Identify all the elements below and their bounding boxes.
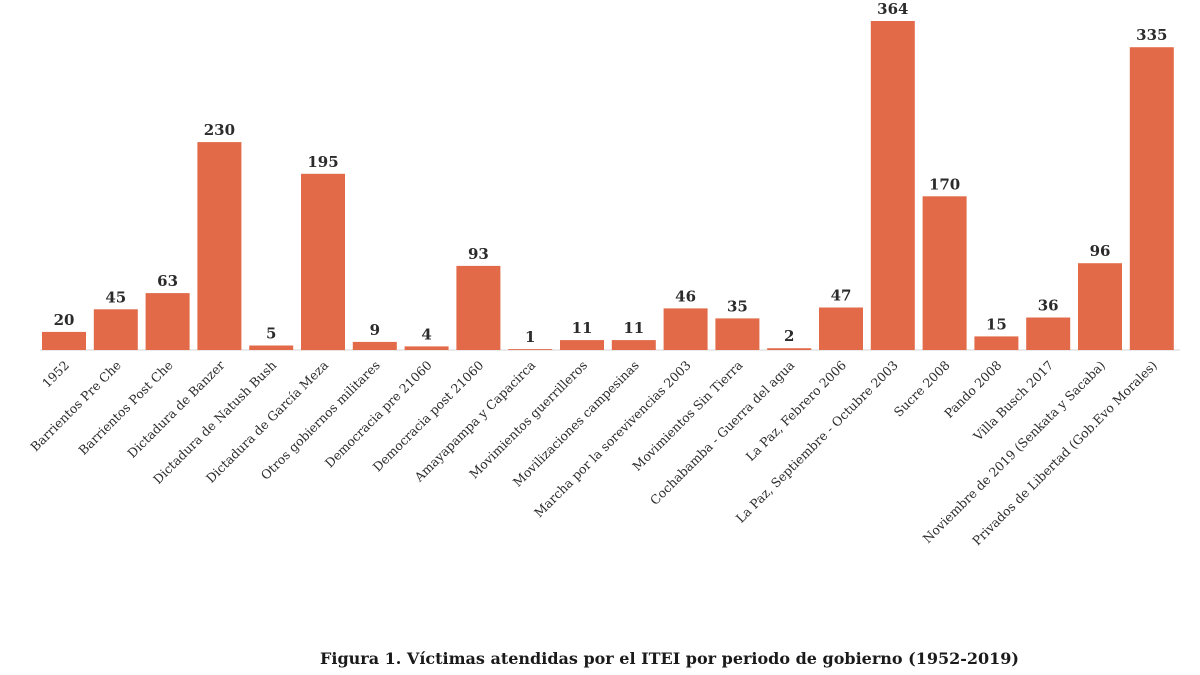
value-label: 96 xyxy=(1090,242,1111,260)
bar xyxy=(819,307,863,350)
bar xyxy=(93,309,138,350)
bar xyxy=(922,196,967,350)
bar xyxy=(663,308,708,350)
value-label: 195 xyxy=(307,153,338,171)
category-label: La Paz, Febrero 2006 xyxy=(743,357,850,464)
value-label: 2 xyxy=(784,327,794,345)
category-label: Barrientos Post Che xyxy=(75,358,175,458)
category-label: Democracia pre 21060 xyxy=(322,357,435,470)
figure-caption: Figura 1. Víctimas atendidas por el ITEI… xyxy=(320,649,1019,668)
value-label: 364 xyxy=(877,0,908,18)
bars-group xyxy=(42,21,1174,351)
bar xyxy=(1078,263,1122,350)
bar xyxy=(352,341,397,350)
bar xyxy=(974,336,1019,350)
value-label: 20 xyxy=(54,311,75,329)
category-label: Dictadura de Banzer xyxy=(124,358,227,461)
value-label: 9 xyxy=(370,321,380,339)
bar xyxy=(1026,317,1071,350)
value-label: 45 xyxy=(105,288,126,306)
value-label: 36 xyxy=(1038,297,1059,315)
category-label: Noviembre de 2019 (Senkata y Sacaba) xyxy=(920,358,1108,546)
category-label: 1952 xyxy=(39,358,72,391)
bar xyxy=(404,346,449,350)
value-label: 4 xyxy=(421,325,431,343)
bar xyxy=(611,340,656,350)
bar xyxy=(456,265,501,350)
bar xyxy=(197,142,242,350)
value-label: 15 xyxy=(986,315,1007,333)
bar xyxy=(1129,47,1174,350)
bar xyxy=(767,348,812,350)
value-label: 47 xyxy=(831,287,852,305)
bar xyxy=(145,293,190,350)
bar xyxy=(301,173,345,351)
value-label: 335 xyxy=(1136,26,1167,44)
bar xyxy=(42,331,86,350)
value-label: 230 xyxy=(204,121,235,139)
bar xyxy=(508,349,553,350)
category-label: Barrientos Pre Che xyxy=(27,358,124,455)
bar xyxy=(249,345,294,350)
value-label: 11 xyxy=(623,319,644,337)
value-label: 46 xyxy=(675,287,696,305)
value-label: 63 xyxy=(157,272,178,290)
value-label: 1 xyxy=(525,328,535,346)
bar xyxy=(560,340,604,350)
value-label: 93 xyxy=(468,245,489,263)
value-label: 5 xyxy=(266,325,276,343)
category-label: Privados de Libertad (Gob.Evo Morales) xyxy=(969,358,1160,549)
value-label: 170 xyxy=(929,175,960,193)
value-label: 35 xyxy=(727,297,748,315)
bar xyxy=(870,21,915,350)
bar xyxy=(715,318,760,350)
value-label: 11 xyxy=(572,319,593,337)
